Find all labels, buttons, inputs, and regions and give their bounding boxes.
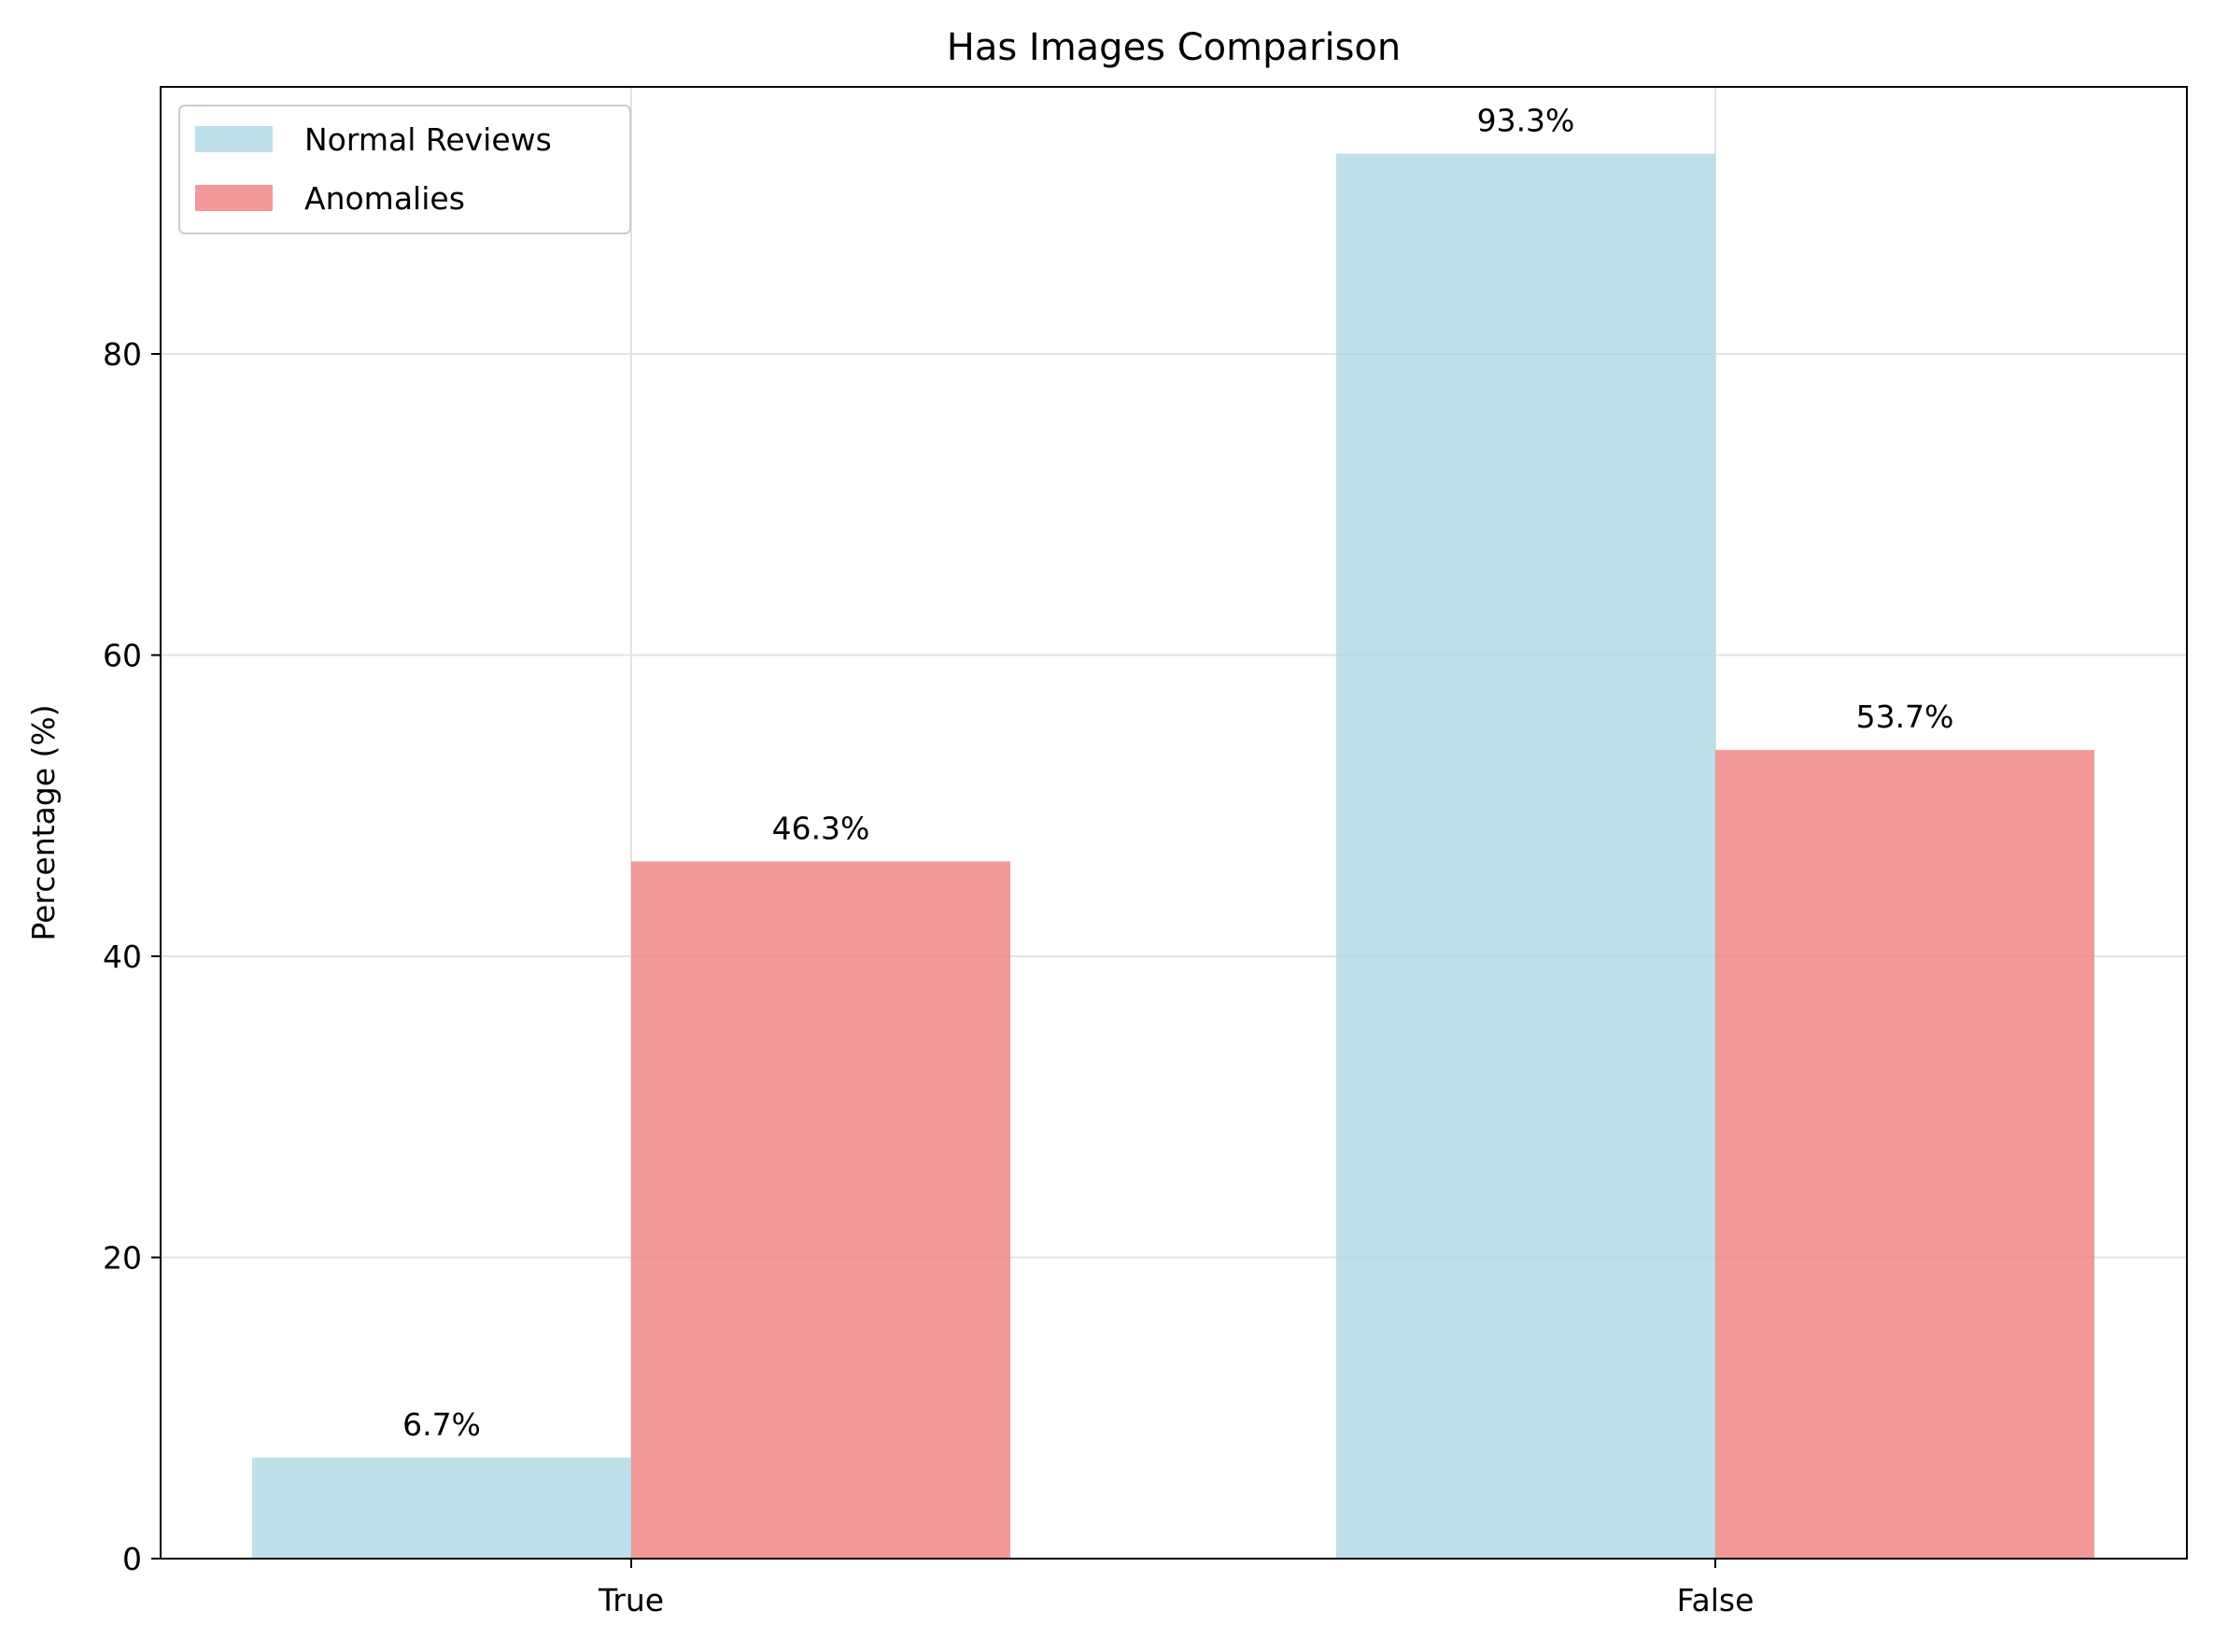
bar-anomalies-false <box>1715 750 2094 1559</box>
bar-anomalies-true <box>631 861 1010 1559</box>
legend-swatch-normal-reviews <box>195 126 273 152</box>
bar-label-anomalies-true: 46.3% <box>772 810 870 846</box>
legend-label-anomalies: Anomalies <box>304 180 465 217</box>
bar-normal-reviews-true <box>252 1457 631 1559</box>
bar-label-group: 6.7% 93.3% 46.3% 53.7% <box>402 103 1953 1443</box>
chart-title: Has Images Comparison <box>947 26 1401 69</box>
plot-frame <box>160 86 2188 1560</box>
x-tick-label-1: False <box>1677 1582 1755 1618</box>
y-tick-label-1: 20 <box>103 1240 142 1277</box>
legend-box <box>178 105 631 234</box>
x-tick-label-0: True <box>598 1582 664 1618</box>
legend-swatch-anomalies <box>195 185 273 211</box>
x-axis: True False <box>598 1559 1754 1618</box>
y-tick-label-3: 60 <box>103 638 142 674</box>
legend-label-normal-reviews: Normal Reviews <box>304 121 552 158</box>
y-axis-title: Percentage (%) <box>25 704 62 940</box>
bar-label-normal-reviews-false: 93.3% <box>1477 103 1575 139</box>
legend: Normal Reviews Anomalies <box>178 105 631 234</box>
y-tick-label-0: 0 <box>122 1541 142 1577</box>
bar-group <box>252 153 2094 1560</box>
bar-label-anomalies-false: 53.7% <box>1856 699 1954 735</box>
y-tick-label-2: 40 <box>103 939 142 975</box>
y-axis: 0 20 40 60 80 <box>103 336 161 1577</box>
y-tick-label-4: 80 <box>103 336 142 373</box>
bar-normal-reviews-false <box>1336 153 1715 1560</box>
bar-label-normal-reviews-true: 6.7% <box>402 1406 481 1443</box>
